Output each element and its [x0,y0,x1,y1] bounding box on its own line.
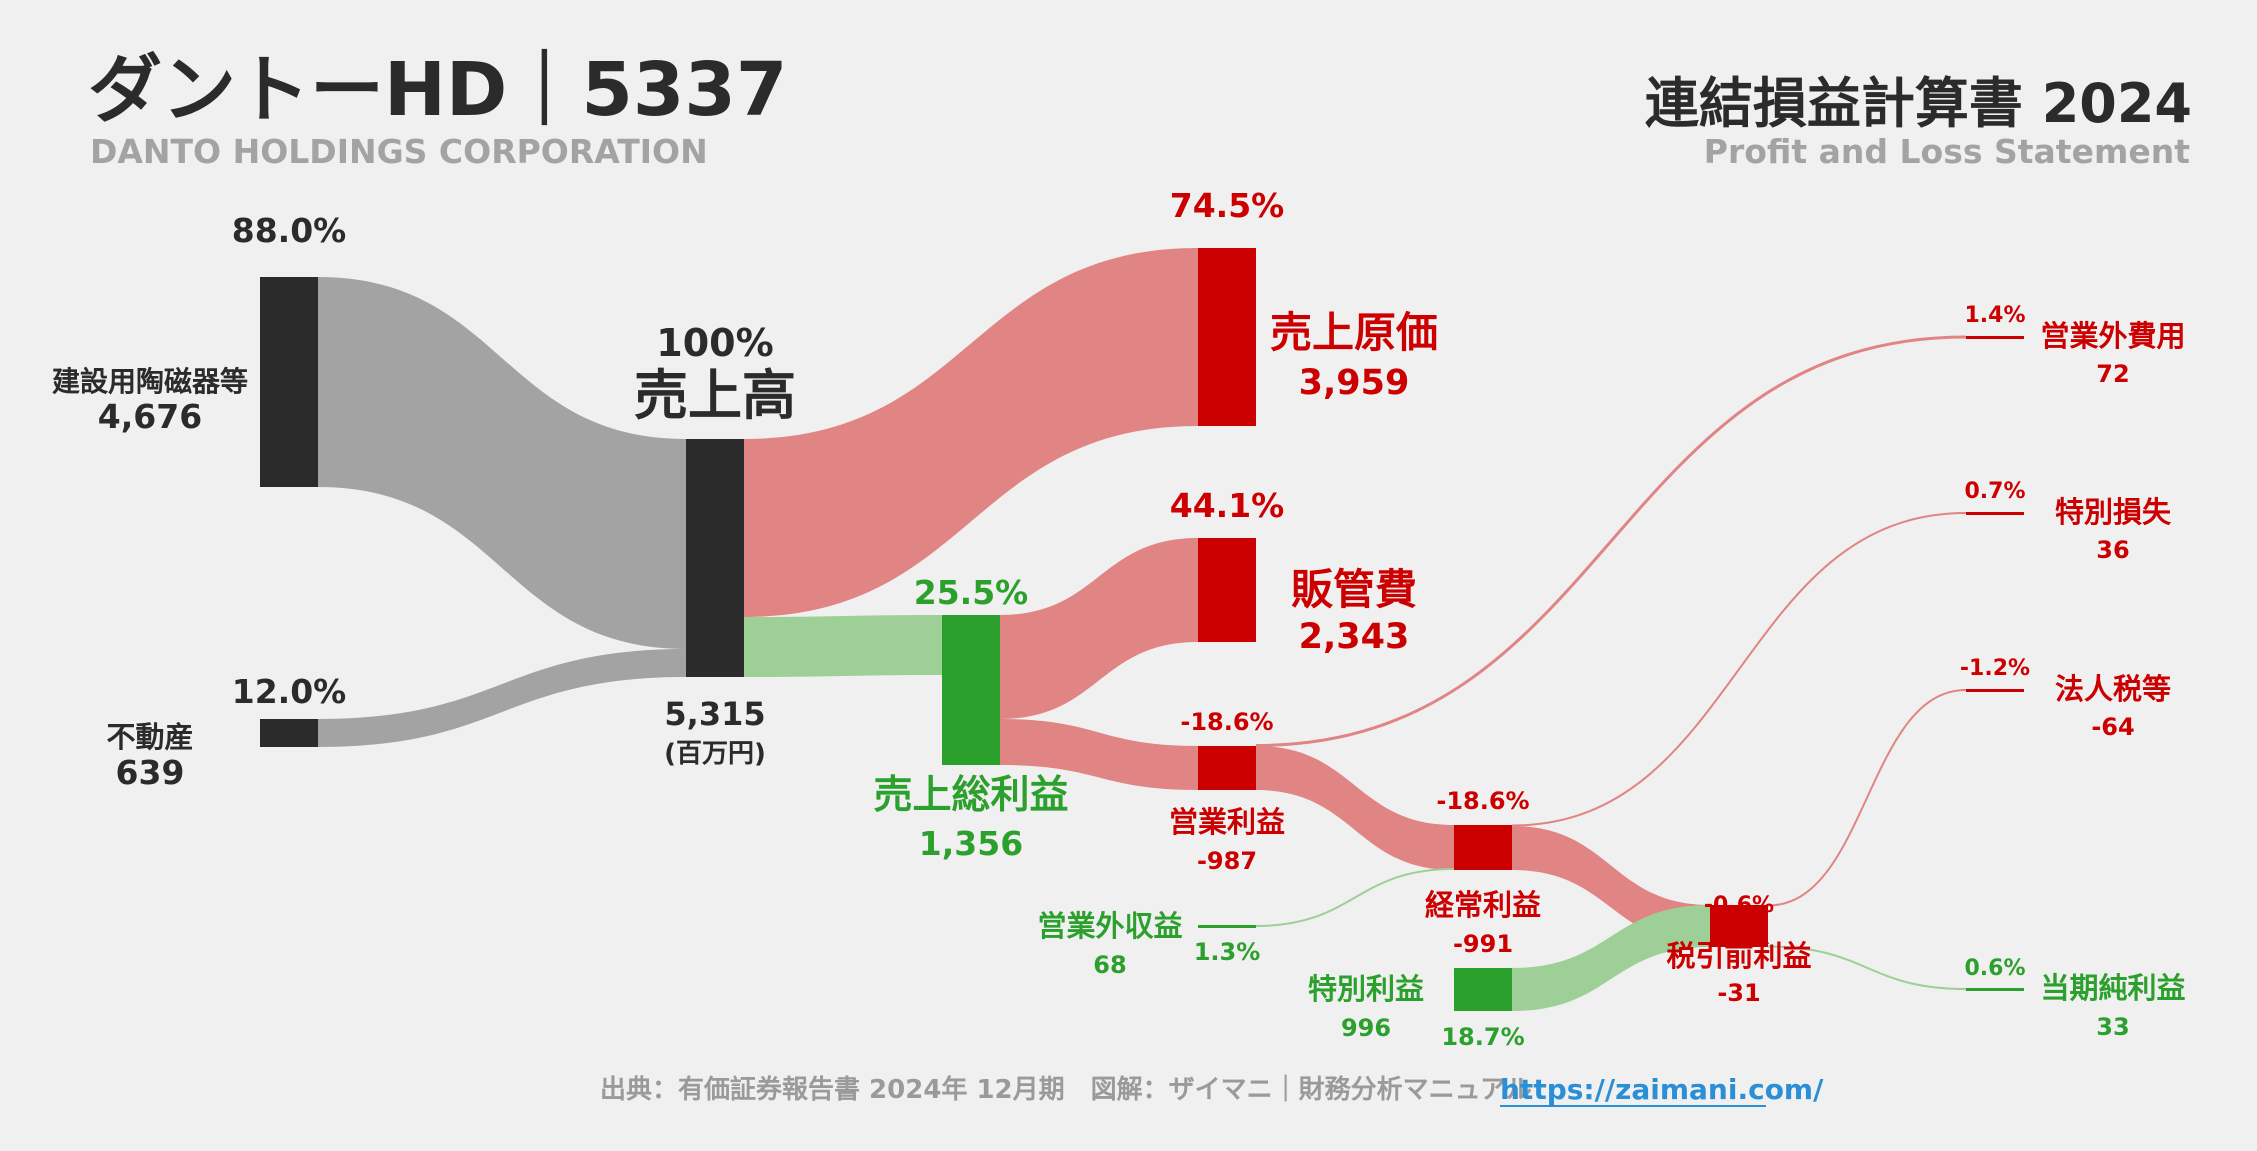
op-label-label: 営業利益 [1169,805,1285,839]
pretax-value-label: -31 [1717,979,1760,1007]
footer-source: 出典：有価証券報告書 2024年 12月期 図解：ザイマニ｜財務分析マニュアル [600,1074,1532,1105]
node-sga [1198,538,1256,642]
flow-fudosan-sales [318,649,686,747]
ext_gain-value-label: 996 [1341,1014,1391,1042]
sga-value-label: 2,343 [1299,617,1410,657]
gross-value-label: 1,356 [919,824,1023,863]
ordinary-pct-label: -18.6% [1436,787,1529,815]
flow-nonop_inc-ordinary [1255,868,1455,927]
flow-pretax-net [1767,945,1967,990]
nonop_inc-label-label: 営業外収益 [1037,909,1182,943]
node-pretax [1710,905,1768,947]
op-pct-label: -18.6% [1180,708,1273,736]
ordinary-label-label: 経常利益 [1425,888,1541,922]
nonop_inc-pct-label: 1.3% [1194,938,1261,966]
flow-op-ordinary [1256,746,1454,870]
kenzai-value-label: 4,676 [98,397,202,436]
company-name-en: DANTO HOLDINGS CORPORATION [90,132,708,171]
tax-value-label: -64 [2091,713,2134,741]
flow-gross-op [1000,719,1198,790]
nonop_inc-value-label: 68 [1093,951,1126,979]
cogs-label-label: 売上原価 [1270,308,1438,357]
flow-ordinary-ext_loss [1511,512,1967,827]
company-title: ダントーHD｜5337 [88,47,787,133]
nonop_exp-value-label: 72 [2096,360,2129,388]
report-title: 連結損益計算書 2024 [1645,72,2192,135]
tax-pct-label: -1.2% [1960,656,2030,681]
node-kenzai [260,277,318,487]
flow-sales-cogs [744,248,1198,617]
node-nonop_exp [1966,336,2024,339]
net-pct-label: 0.6% [1964,956,2025,981]
gross-label-label: 売上総利益 [873,773,1068,818]
flow-pretax-tax [1767,689,1967,907]
flow-kenzai-sales [318,277,686,649]
node-cogs [1198,248,1256,426]
flow-ext_gain-pretax [1512,905,1710,1011]
node-op [1198,746,1256,790]
unit-label: (百万円) [664,739,766,769]
node-ext_gain [1454,968,1512,1011]
fudosan-label-label: 不動産 [106,720,193,754]
kenzai-label-label: 建設用陶磁器等 [52,365,248,398]
flow-op-nonop_exp [1255,335,1967,747]
gross-pct-label: 25.5% [914,573,1029,612]
fudosan-pct-label: 12.0% [232,672,347,711]
flow-gross-sga [1000,538,1198,719]
cogs-value-label: 3,959 [1299,363,1410,403]
footer-link[interactable]: https://zaimani.com/ [1500,1073,1824,1106]
kenzai-pct-label: 88.0% [232,211,347,250]
sales-label-label: 売上高 [634,364,796,427]
ext_gain-label-label: 特別利益 [1308,972,1424,1006]
node-sales [686,439,744,677]
net-label-label: 当期純利益 [2040,971,2185,1005]
fudosan-value-label: 639 [116,753,185,792]
tax-label-label: 法人税等 [2055,672,2171,706]
node-gross [942,615,1000,765]
pretax-pct-label: -0.6% [1704,893,1774,918]
node-tax [1966,689,2024,692]
node-ordinary [1454,825,1512,870]
flow-sales-gross [744,615,942,677]
pretax-label-label: 税引前利益 [1666,939,1811,973]
cogs-pct-label: 74.5% [1170,186,1285,225]
sga-label-label: 販管費 [1291,565,1417,614]
sankey-flows [318,248,1967,1011]
sales-value-label: 5,315 [664,695,765,733]
nonop_exp-pct-label: 1.4% [1964,303,2025,328]
node-net [1966,988,2024,991]
ext_gain-pct-label: 18.7% [1441,1023,1524,1051]
ext_loss-label-label: 特別損失 [2055,495,2172,529]
sales-pct-label: 100% [656,321,773,365]
report-title-en: Profit and Loss Statement [1704,132,2190,171]
ext_loss-value-label: 36 [2096,536,2129,564]
op-value-label: -987 [1197,847,1257,875]
nonop_exp-label-label: 営業外費用 [2040,319,2185,353]
net-value-label: 33 [2096,1013,2129,1041]
node-ext_loss [1966,512,2024,515]
sankey-nodes [260,248,2024,1011]
node-fudosan [260,719,318,747]
ext_loss-pct-label: 0.7% [1964,479,2025,504]
ordinary-value-label: -991 [1453,930,1513,958]
node-nonop_inc [1198,925,1256,928]
sga-pct-label: 44.1% [1170,486,1285,525]
